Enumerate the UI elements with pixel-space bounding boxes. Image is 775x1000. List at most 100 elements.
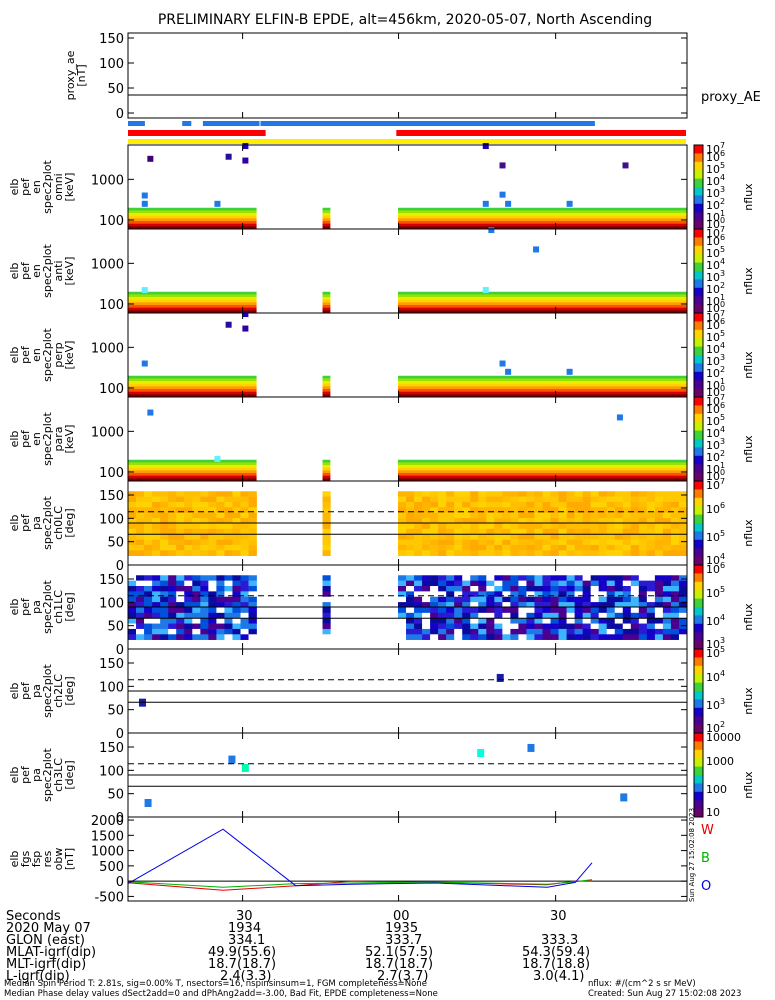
pitch-angle-cell <box>414 623 423 630</box>
colorbar-tick-label: 106 <box>706 401 725 416</box>
status-bar-segment-1-0 <box>128 130 266 136</box>
status-bar-segment-0-2 <box>202 121 260 126</box>
pitch-angle-cell <box>248 544 257 551</box>
pitch-angle-cell <box>478 518 487 524</box>
pitch-angle-cell <box>678 496 688 503</box>
pitch-angle-cell <box>494 550 503 556</box>
pitch-angle-cell <box>184 623 193 630</box>
colorbar-tick-label: 103 <box>706 353 725 368</box>
pitch-angle-cell <box>322 534 331 540</box>
pitch-angle-cell <box>486 502 495 508</box>
pitch-angle-cell <box>486 528 495 535</box>
y-axis-label: pa <box>30 516 43 530</box>
spectrogram-band <box>128 299 257 303</box>
pitch-angle-cell <box>590 544 599 551</box>
colorbar-tick-label: 105 <box>706 529 725 544</box>
pitch-angle-cell <box>494 507 503 514</box>
pitch-angle-cell <box>622 507 632 514</box>
pitch-angle-cell <box>168 523 177 530</box>
spectrogram-band <box>397 210 687 214</box>
colorbar-swatch <box>694 245 703 255</box>
pitch-angle-cell <box>654 612 664 619</box>
pitch-angle-cell <box>646 544 656 551</box>
spectrogram-band <box>128 459 257 463</box>
pitch-angle-cell <box>224 618 233 624</box>
pitch-angle-cell <box>558 607 567 614</box>
pitch-angle-cell <box>397 550 407 556</box>
pitch-angle-cell <box>200 602 209 608</box>
pitch-angle-cell <box>462 523 471 530</box>
pitch-angle-cell <box>606 534 616 540</box>
pitch-angle-cell <box>446 591 455 598</box>
pitch-angle-cell <box>208 575 217 581</box>
spectrogram-band <box>128 389 257 393</box>
pitch-angle-cell <box>478 550 487 556</box>
pitch-angle-cell <box>414 507 423 514</box>
pitch-angle-cell <box>248 591 257 598</box>
colorbar-tick-label: 107 <box>706 393 725 408</box>
pitch-angle-cell <box>152 602 161 608</box>
pitch-angle-cell <box>590 507 599 514</box>
pitch-angle-cell <box>494 586 503 592</box>
pitch-angle-cell <box>438 491 447 497</box>
pitch-angle-cell <box>510 518 519 524</box>
pitch-angle-cell <box>630 596 640 603</box>
pitch-angle-cell <box>200 523 209 530</box>
pitch-angle-cell <box>486 612 495 619</box>
colorbar-swatch <box>694 497 703 507</box>
pitch-angle-cell <box>582 607 591 614</box>
pitch-angle-cell <box>160 591 169 598</box>
pitch-angle-cell <box>322 634 331 640</box>
pitch-angle-cell <box>550 634 559 640</box>
y-tick-label: 1000 <box>91 425 124 440</box>
pitch-angle-cell <box>240 612 249 619</box>
pitch-angle-cell <box>232 550 241 556</box>
pitch-angle-cell <box>454 591 463 598</box>
pitch-angle-cell <box>144 602 153 608</box>
pitch-angle-cell <box>422 518 431 524</box>
spectrogram-band <box>397 226 687 230</box>
y-tick-label: 100 <box>99 57 124 72</box>
pitch-angle-cell <box>614 512 624 519</box>
pitch-angle-cell <box>510 491 519 497</box>
pitch-angle-cell <box>542 628 551 635</box>
pitch-angle-cell <box>397 586 407 592</box>
pitch-angle-cell <box>534 607 543 614</box>
series-line-o <box>127 828 593 888</box>
pitch-angle-cell <box>216 491 225 497</box>
colorbars: 107106105104103102101100nflux10710610510… <box>693 141 755 819</box>
pitch-angle-cell <box>208 550 217 556</box>
pitch-angle-cell <box>590 580 599 587</box>
spectrogram-band <box>322 213 331 217</box>
colorbar-swatch <box>694 800 703 809</box>
footer-note-phase: Median Phase delay values dSect2add=0 an… <box>4 989 438 999</box>
pitch-angle-cell <box>144 591 153 598</box>
pitch-angle-cell <box>322 623 331 630</box>
pitch-angle-cell <box>654 534 664 540</box>
pitch-angle-cell <box>128 591 137 598</box>
pitch-angle-cell <box>248 580 257 587</box>
pitch-angle-cell <box>438 618 447 624</box>
panel-frame <box>127 32 688 119</box>
pitch-angle-cell <box>630 539 640 546</box>
y-tick-label: 0 <box>116 643 124 658</box>
pitch-angle-cell <box>176 623 185 630</box>
pitch-angle-cell <box>144 623 153 630</box>
pitch-angle-cell <box>606 575 616 581</box>
pitch-angle-cell <box>430 502 439 508</box>
pitch-angle-cell <box>622 496 632 503</box>
pitch-angle-cell <box>614 575 624 581</box>
pitch-angle-cell <box>192 607 201 614</box>
pitch-angle-cell <box>574 580 583 587</box>
colorbar-swatch <box>694 749 703 759</box>
colorbar-tick-label: 102 <box>706 281 725 296</box>
pitch-angle-cell <box>606 544 616 551</box>
pitch-angle-cell <box>542 528 551 535</box>
pitch-angle-cell <box>454 507 463 514</box>
pitch-angle-cell <box>638 607 648 614</box>
pitch-angle-cell <box>670 491 680 497</box>
y-axis-label: pef <box>19 345 32 364</box>
y-axis-label: anti <box>52 260 65 281</box>
pitch-angle-cell <box>438 518 447 524</box>
